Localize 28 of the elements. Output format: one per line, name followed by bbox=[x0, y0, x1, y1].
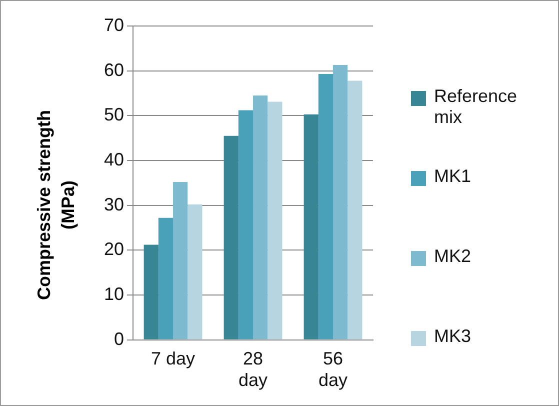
y-tick-label: 60 bbox=[104, 60, 124, 80]
bar bbox=[268, 102, 282, 340]
y-tick-label: 30 bbox=[104, 194, 124, 214]
bar bbox=[173, 182, 188, 340]
bar bbox=[238, 110, 254, 340]
y-tick-label: 20 bbox=[104, 239, 124, 260]
y-tick-label: 70 bbox=[104, 14, 124, 35]
legend-label: MK1 bbox=[434, 166, 472, 187]
y-tick-label: 10 bbox=[104, 284, 124, 304]
bar bbox=[318, 74, 334, 340]
y-axis-title: Compressive strength (MPa) bbox=[33, 108, 79, 302]
y-tick-label: 50 bbox=[104, 104, 124, 125]
bar bbox=[144, 244, 158, 340]
bar bbox=[253, 95, 268, 340]
bar bbox=[224, 136, 238, 340]
x-tick-label: 56 day bbox=[318, 348, 348, 390]
y-tick-label: 0 bbox=[114, 328, 124, 349]
x-tick-label: 7 day bbox=[150, 348, 196, 369]
legend-label: MK3 bbox=[434, 326, 472, 347]
bar bbox=[188, 204, 202, 340]
bar bbox=[348, 80, 362, 340]
x-tick-label: 28 day bbox=[238, 348, 268, 390]
y-tick-label: 40 bbox=[104, 149, 124, 170]
bar bbox=[158, 218, 174, 340]
bar bbox=[333, 65, 348, 340]
legend-label: MK2 bbox=[434, 246, 472, 267]
bar bbox=[304, 114, 318, 340]
legend-label: Reference mix bbox=[434, 86, 518, 128]
